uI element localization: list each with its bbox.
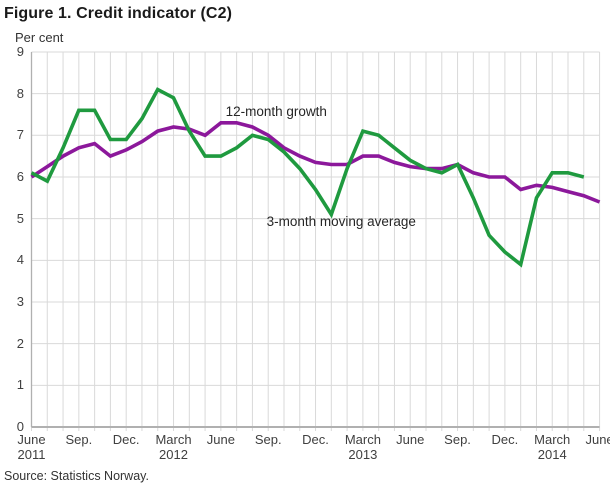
3-month-moving-average-label: 3-month moving average	[266, 213, 416, 229]
y-tick-label: 9	[16, 43, 24, 59]
y-axis-unit-label: Per cent	[15, 30, 64, 45]
x-tick-label: June	[206, 432, 235, 447]
y-tick-label: 1	[16, 377, 24, 393]
x-tick-label: June	[585, 432, 610, 447]
y-tick-label: 5	[16, 210, 24, 226]
12-month-growth-line	[30, 87, 585, 268]
x-tick-year-label: 2014	[537, 447, 567, 462]
x-tick-label: March	[534, 432, 571, 447]
y-tick-label: 8	[16, 85, 24, 101]
x-tick-label: Dec.	[491, 432, 519, 447]
x-tick-label: Sep.	[65, 432, 93, 447]
x-tick-label: Sep.	[254, 432, 282, 447]
x-tick-label: Sep.	[444, 432, 471, 447]
x-tick-year-label: 2011	[17, 447, 46, 462]
x-tick-label: Dec.	[112, 432, 140, 447]
y-tick-label: 7	[16, 127, 24, 143]
3-month-moving-average-line	[30, 121, 601, 204]
y-tick-label: 6	[16, 168, 24, 184]
12-month-growth-label: 12-month growth	[225, 104, 327, 120]
x-tick-year-label: 2012	[159, 447, 188, 462]
x-tick-label: June	[17, 432, 46, 447]
x-tick-year-label: 2013	[348, 447, 378, 462]
x-tick-label: Dec.	[302, 432, 329, 447]
source-note: Source: Statistics Norway.	[4, 469, 149, 483]
figure-title: Figure 1. Credit indicator (C2)	[4, 5, 233, 22]
x-tick-label: March	[155, 432, 192, 447]
x-tick-label: June	[396, 432, 425, 447]
y-tick-label: 3	[16, 293, 24, 309]
x-tick-label: March	[344, 432, 381, 447]
y-tick-label: 2	[16, 335, 24, 351]
y-tick-label: 4	[16, 252, 24, 268]
y-tick-label: 0	[16, 419, 24, 434]
